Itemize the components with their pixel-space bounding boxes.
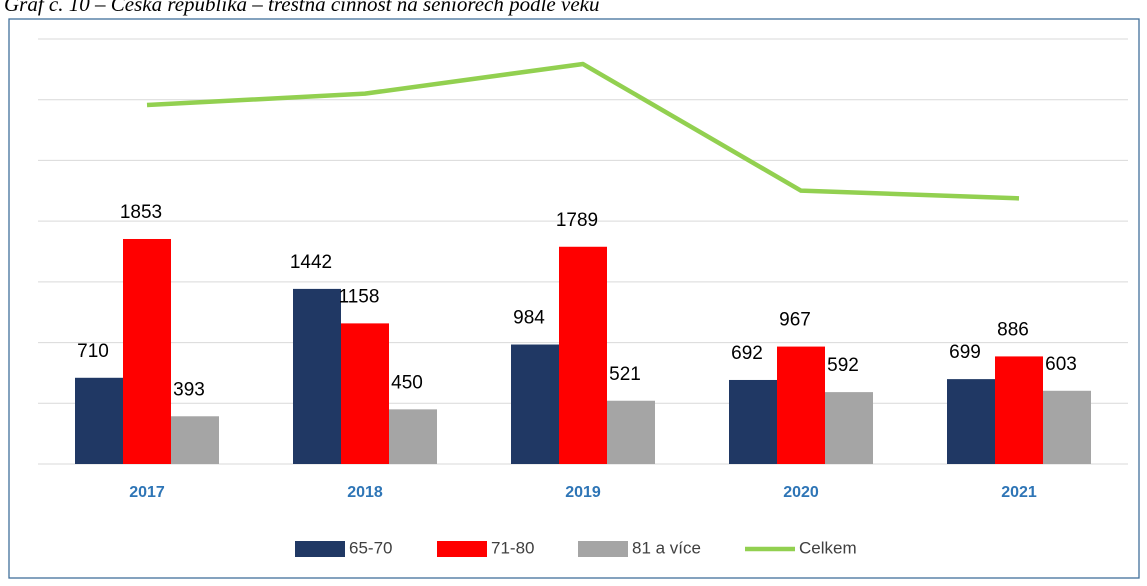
- legend-swatch: [578, 541, 628, 557]
- x-tick-label: 2017: [129, 484, 165, 501]
- chart-title: Graf č. 10 – Česká republika – trestná č…: [4, 0, 599, 16]
- x-tick-label: 2018: [347, 484, 383, 501]
- bar: [171, 416, 219, 464]
- data-label: 1853: [120, 202, 162, 223]
- data-label: 1789: [556, 210, 598, 231]
- bar: [389, 409, 437, 464]
- chart-border: [8, 18, 1140, 579]
- data-label: 984: [513, 308, 545, 329]
- bar: [341, 323, 389, 464]
- line: [146, 61, 1020, 201]
- legend-label: 65-70: [349, 538, 392, 557]
- data-label: 1442: [290, 252, 332, 273]
- legend-label: 81 a více: [632, 538, 701, 557]
- data-label: 450: [391, 372, 423, 393]
- data-label: 1158: [339, 286, 380, 307]
- data-label: 710: [77, 341, 109, 362]
- bar: [1043, 390, 1091, 464]
- x-tick-label: 2019: [565, 484, 601, 501]
- x-tick-label: 2021: [1001, 484, 1037, 501]
- legend-label: 71-80: [491, 538, 534, 557]
- bar: [123, 238, 171, 464]
- data-label: 886: [997, 319, 1029, 340]
- legend-label: Celkem: [799, 538, 857, 557]
- bar: [777, 346, 825, 464]
- legend-swatch: [437, 541, 487, 557]
- bar: [825, 392, 873, 464]
- bar: [511, 344, 559, 464]
- bar: [607, 400, 655, 464]
- legend-swatch: [295, 541, 345, 557]
- bar: [75, 377, 123, 464]
- data-label: 393: [173, 379, 205, 400]
- data-label: 592: [827, 355, 859, 376]
- bar: [729, 379, 777, 464]
- data-label: 699: [949, 342, 981, 363]
- data-label: 967: [779, 310, 811, 331]
- data-label: 692: [731, 343, 763, 364]
- data-label: 603: [1045, 354, 1077, 375]
- bar: [947, 379, 995, 464]
- bar: [293, 288, 341, 464]
- data-label: 521: [609, 364, 641, 385]
- x-tick-label: 2020: [783, 484, 819, 501]
- bar: [995, 356, 1043, 464]
- bar: [559, 246, 607, 464]
